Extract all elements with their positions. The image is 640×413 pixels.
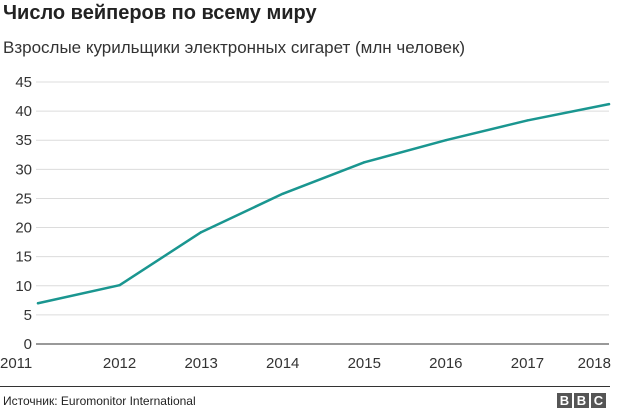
y-tick-label-30: 30 [15, 161, 32, 178]
x-tick-label-2011: 2011 [0, 355, 32, 372]
x-tick-label-2015: 2015 [348, 355, 381, 372]
y-tick-label-20: 20 [15, 220, 32, 237]
x-tick-label-2018: 2018 [578, 355, 611, 372]
data-point-2016 [444, 139, 448, 142]
x-tick-label-2012: 2012 [103, 355, 136, 372]
series-line-0 [36, 102, 611, 305]
chart-title: Число вейперов по всему миру [3, 2, 317, 24]
y-tick-label-45: 45 [15, 74, 32, 91]
data-point-2017 [526, 119, 529, 122]
y-tick-label-5: 5 [24, 307, 32, 324]
bbc-logo-letter-c: C [591, 393, 606, 408]
source-note: Источник: Euromonitor International [3, 394, 196, 408]
x-tick-label-2016: 2016 [429, 355, 462, 372]
y-tick-label-0: 0 [24, 336, 32, 353]
bbc-logo: B B C [557, 393, 606, 408]
y-tick-label-35: 35 [15, 132, 32, 149]
y-tick-label-10: 10 [15, 278, 32, 295]
chart-subtitle: Взрослые курильщики электронных сигарет … [3, 38, 466, 57]
y-tick-label-40: 40 [15, 103, 32, 120]
bbc-logo-letter-b1: B [557, 393, 572, 408]
x-tick-label-2017: 2017 [511, 355, 544, 372]
x-tick-label-2013: 2013 [184, 355, 217, 372]
data-point-2014 [281, 192, 284, 195]
footer-divider [0, 386, 610, 387]
grid-lines [36, 81, 609, 316]
y-axis-ticks: 0 5 10 15 20 25 30 35 40 45 [15, 74, 32, 353]
series-layer [36, 102, 611, 305]
y-tick-label-15: 15 [15, 249, 32, 266]
x-axis-ticks: 2011 2012 2013 2014 2015 2016 2017 2018 [0, 355, 611, 372]
data-point-2013 [199, 231, 203, 234]
data-point-2012 [118, 283, 121, 287]
bbc-logo-letter-b2: B [574, 393, 589, 408]
y-tick-label-25: 25 [15, 190, 32, 207]
x-tick-label-2014: 2014 [266, 355, 299, 372]
data-point-2015 [363, 161, 366, 164]
data-point-2011 [36, 302, 40, 305]
data-point-2018 [607, 102, 611, 106]
